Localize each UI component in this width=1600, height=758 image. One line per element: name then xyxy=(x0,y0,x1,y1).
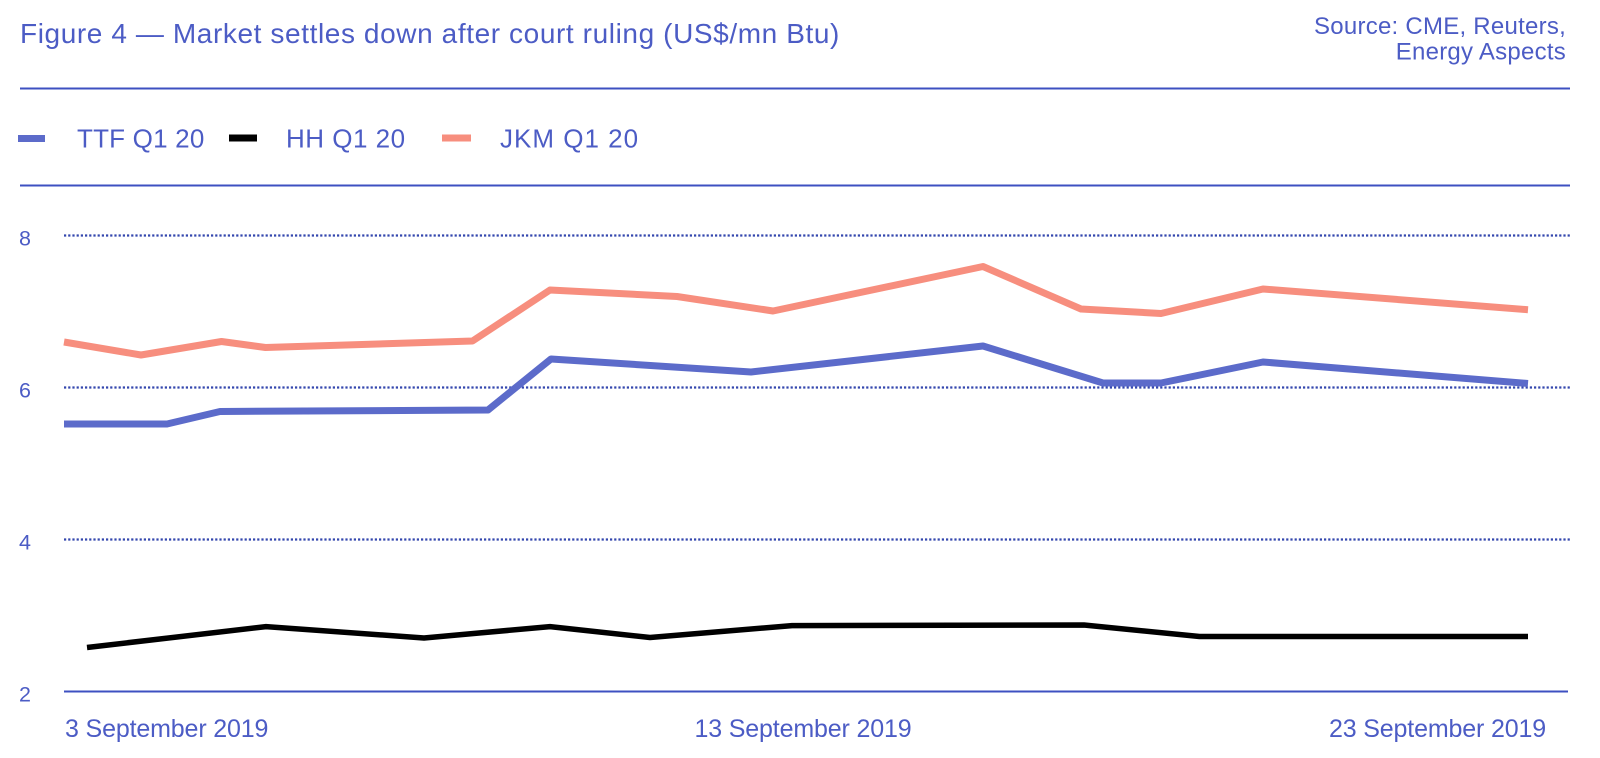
svg-text:4: 4 xyxy=(19,531,31,555)
svg-text:Energy Aspects: Energy Aspects xyxy=(1396,39,1566,66)
svg-text:2: 2 xyxy=(19,683,31,707)
svg-text:8: 8 xyxy=(19,227,31,251)
svg-text:23 September 2019: 23 September 2019 xyxy=(1329,715,1546,743)
svg-text:HH Q1 20: HH Q1 20 xyxy=(286,124,406,154)
svg-text:13 September 2019: 13 September 2019 xyxy=(694,715,911,743)
svg-text:Figure 4 — Market settles down: Figure 4 — Market settles down after cou… xyxy=(20,18,840,49)
svg-text:6: 6 xyxy=(19,379,31,403)
svg-text:3 September 2019: 3 September 2019 xyxy=(65,715,268,743)
svg-text:Source: CME, Reuters,: Source: CME, Reuters, xyxy=(1314,13,1566,40)
svg-text:TTF Q1 20: TTF Q1 20 xyxy=(77,124,205,154)
svg-text:JKM Q1 20: JKM Q1 20 xyxy=(500,124,639,154)
